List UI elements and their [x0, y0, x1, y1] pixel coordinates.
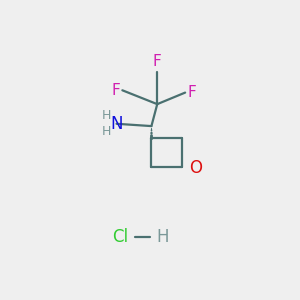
Text: O: O [189, 159, 202, 177]
Text: H: H [101, 109, 111, 122]
Text: N: N [110, 115, 123, 133]
Text: H: H [156, 228, 169, 246]
Text: Cl: Cl [112, 228, 128, 246]
Text: H: H [101, 125, 111, 138]
Text: F: F [188, 85, 196, 100]
Text: F: F [153, 55, 162, 70]
Text: F: F [111, 83, 120, 98]
